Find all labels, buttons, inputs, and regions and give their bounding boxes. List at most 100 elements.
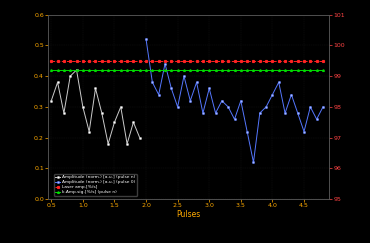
Amplitude (norm.) [a.u.] (pulse 0) — [314, 118, 319, 121]
Laser amp.[%/s] — [175, 59, 180, 62]
k.Amp.sig.[%/s] (pulse n) — [232, 69, 237, 71]
k.Amp.sig.[%/s] (pulse n) — [68, 69, 73, 71]
k.Amp.sig.[%/s] (pulse n) — [194, 69, 199, 71]
k.Amp.sig.[%/s] (pulse n) — [264, 69, 268, 71]
k.Amp.sig.[%/s] (pulse n) — [188, 69, 192, 71]
Amplitude (norm.) [a.u.] (pulse n) — [56, 81, 60, 84]
Laser amp.[%/s] — [232, 59, 237, 62]
Laser amp.[%/s] — [68, 59, 73, 62]
X-axis label: Pulses: Pulses — [176, 210, 201, 219]
Laser amp.[%/s] — [264, 59, 268, 62]
Amplitude (norm.) [a.u.] (pulse 0) — [226, 105, 231, 108]
Laser amp.[%/s] — [321, 59, 325, 62]
Amplitude (norm.) [a.u.] (pulse 0) — [245, 130, 249, 133]
Amplitude (norm.) [a.u.] (pulse 0) — [150, 81, 155, 84]
Amplitude (norm.) [a.u.] (pulse 0) — [188, 99, 192, 102]
Laser amp.[%/s] — [308, 59, 313, 62]
Amplitude (norm.) [a.u.] (pulse 0) — [308, 105, 313, 108]
Amplitude (norm.) [a.u.] (pulse 0) — [163, 62, 167, 65]
k.Amp.sig.[%/s] (pulse n) — [93, 69, 98, 71]
k.Amp.sig.[%/s] (pulse n) — [213, 69, 218, 71]
Laser amp.[%/s] — [138, 59, 142, 62]
k.Amp.sig.[%/s] (pulse n) — [106, 69, 110, 71]
Amplitude (norm.) [a.u.] (pulse n) — [125, 142, 129, 145]
Laser amp.[%/s] — [74, 59, 79, 62]
Laser amp.[%/s] — [56, 59, 60, 62]
k.Amp.sig.[%/s] (pulse n) — [125, 69, 129, 71]
Amplitude (norm.) [a.u.] (pulse n) — [68, 75, 73, 78]
Laser amp.[%/s] — [283, 59, 287, 62]
Amplitude (norm.) [a.u.] (pulse 0) — [251, 161, 256, 164]
Amplitude (norm.) [a.u.] (pulse n) — [106, 142, 110, 145]
Laser amp.[%/s] — [194, 59, 199, 62]
Laser amp.[%/s] — [169, 59, 174, 62]
k.Amp.sig.[%/s] (pulse n) — [207, 69, 212, 71]
Laser amp.[%/s] — [226, 59, 231, 62]
k.Amp.sig.[%/s] (pulse n) — [201, 69, 205, 71]
Laser amp.[%/s] — [314, 59, 319, 62]
k.Amp.sig.[%/s] (pulse n) — [87, 69, 91, 71]
Laser amp.[%/s] — [258, 59, 262, 62]
k.Amp.sig.[%/s] (pulse n) — [157, 69, 161, 71]
k.Amp.sig.[%/s] (pulse n) — [289, 69, 294, 71]
Line: Laser amp.[%/s]: Laser amp.[%/s] — [50, 60, 324, 62]
Amplitude (norm.) [a.u.] (pulse 0) — [144, 38, 148, 41]
Laser amp.[%/s] — [93, 59, 98, 62]
Amplitude (norm.) [a.u.] (pulse 0) — [296, 112, 300, 114]
Amplitude (norm.) [a.u.] (pulse n) — [112, 121, 117, 124]
Laser amp.[%/s] — [100, 59, 104, 62]
k.Amp.sig.[%/s] (pulse n) — [226, 69, 231, 71]
Laser amp.[%/s] — [302, 59, 306, 62]
Amplitude (norm.) [a.u.] (pulse n) — [87, 130, 91, 133]
k.Amp.sig.[%/s] (pulse n) — [49, 69, 54, 71]
Amplitude (norm.) [a.u.] (pulse 0) — [264, 105, 268, 108]
Amplitude (norm.) [a.u.] (pulse n) — [138, 136, 142, 139]
k.Amp.sig.[%/s] (pulse n) — [245, 69, 249, 71]
k.Amp.sig.[%/s] (pulse n) — [308, 69, 313, 71]
Laser amp.[%/s] — [118, 59, 123, 62]
Amplitude (norm.) [a.u.] (pulse 0) — [175, 105, 180, 108]
Laser amp.[%/s] — [106, 59, 110, 62]
Amplitude (norm.) [a.u.] (pulse 0) — [220, 99, 224, 102]
Amplitude (norm.) [a.u.] (pulse n) — [93, 87, 98, 90]
Laser amp.[%/s] — [201, 59, 205, 62]
Laser amp.[%/s] — [87, 59, 91, 62]
k.Amp.sig.[%/s] (pulse n) — [220, 69, 224, 71]
Laser amp.[%/s] — [188, 59, 192, 62]
Amplitude (norm.) [a.u.] (pulse 0) — [213, 112, 218, 114]
k.Amp.sig.[%/s] (pulse n) — [144, 69, 148, 71]
k.Amp.sig.[%/s] (pulse n) — [258, 69, 262, 71]
Laser amp.[%/s] — [81, 59, 85, 62]
Amplitude (norm.) [a.u.] (pulse n) — [74, 69, 79, 71]
k.Amp.sig.[%/s] (pulse n) — [321, 69, 325, 71]
Amplitude (norm.) [a.u.] (pulse 0) — [169, 87, 174, 90]
k.Amp.sig.[%/s] (pulse n) — [314, 69, 319, 71]
Amplitude (norm.) [a.u.] (pulse n) — [49, 99, 54, 102]
k.Amp.sig.[%/s] (pulse n) — [138, 69, 142, 71]
Line: Amplitude (norm.) [a.u.] (pulse 0): Amplitude (norm.) [a.u.] (pulse 0) — [145, 38, 324, 164]
Amplitude (norm.) [a.u.] (pulse 0) — [321, 105, 325, 108]
Laser amp.[%/s] — [112, 59, 117, 62]
k.Amp.sig.[%/s] (pulse n) — [182, 69, 186, 71]
Amplitude (norm.) [a.u.] (pulse n) — [131, 121, 136, 124]
Amplitude (norm.) [a.u.] (pulse 0) — [194, 81, 199, 84]
Amplitude (norm.) [a.u.] (pulse 0) — [258, 112, 262, 114]
Amplitude (norm.) [a.u.] (pulse 0) — [302, 130, 306, 133]
Laser amp.[%/s] — [207, 59, 212, 62]
Laser amp.[%/s] — [251, 59, 256, 62]
Amplitude (norm.) [a.u.] (pulse 0) — [207, 87, 212, 90]
k.Amp.sig.[%/s] (pulse n) — [251, 69, 256, 71]
Laser amp.[%/s] — [163, 59, 167, 62]
k.Amp.sig.[%/s] (pulse n) — [131, 69, 136, 71]
k.Amp.sig.[%/s] (pulse n) — [62, 69, 66, 71]
Laser amp.[%/s] — [157, 59, 161, 62]
Laser amp.[%/s] — [276, 59, 281, 62]
Laser amp.[%/s] — [49, 59, 54, 62]
Amplitude (norm.) [a.u.] (pulse 0) — [276, 81, 281, 84]
Line: k.Amp.sig.[%/s] (pulse n): k.Amp.sig.[%/s] (pulse n) — [50, 69, 324, 71]
k.Amp.sig.[%/s] (pulse n) — [283, 69, 287, 71]
k.Amp.sig.[%/s] (pulse n) — [100, 69, 104, 71]
Laser amp.[%/s] — [125, 59, 129, 62]
Line: Amplitude (norm.) [a.u.] (pulse n): Amplitude (norm.) [a.u.] (pulse n) — [50, 69, 141, 145]
Laser amp.[%/s] — [150, 59, 155, 62]
